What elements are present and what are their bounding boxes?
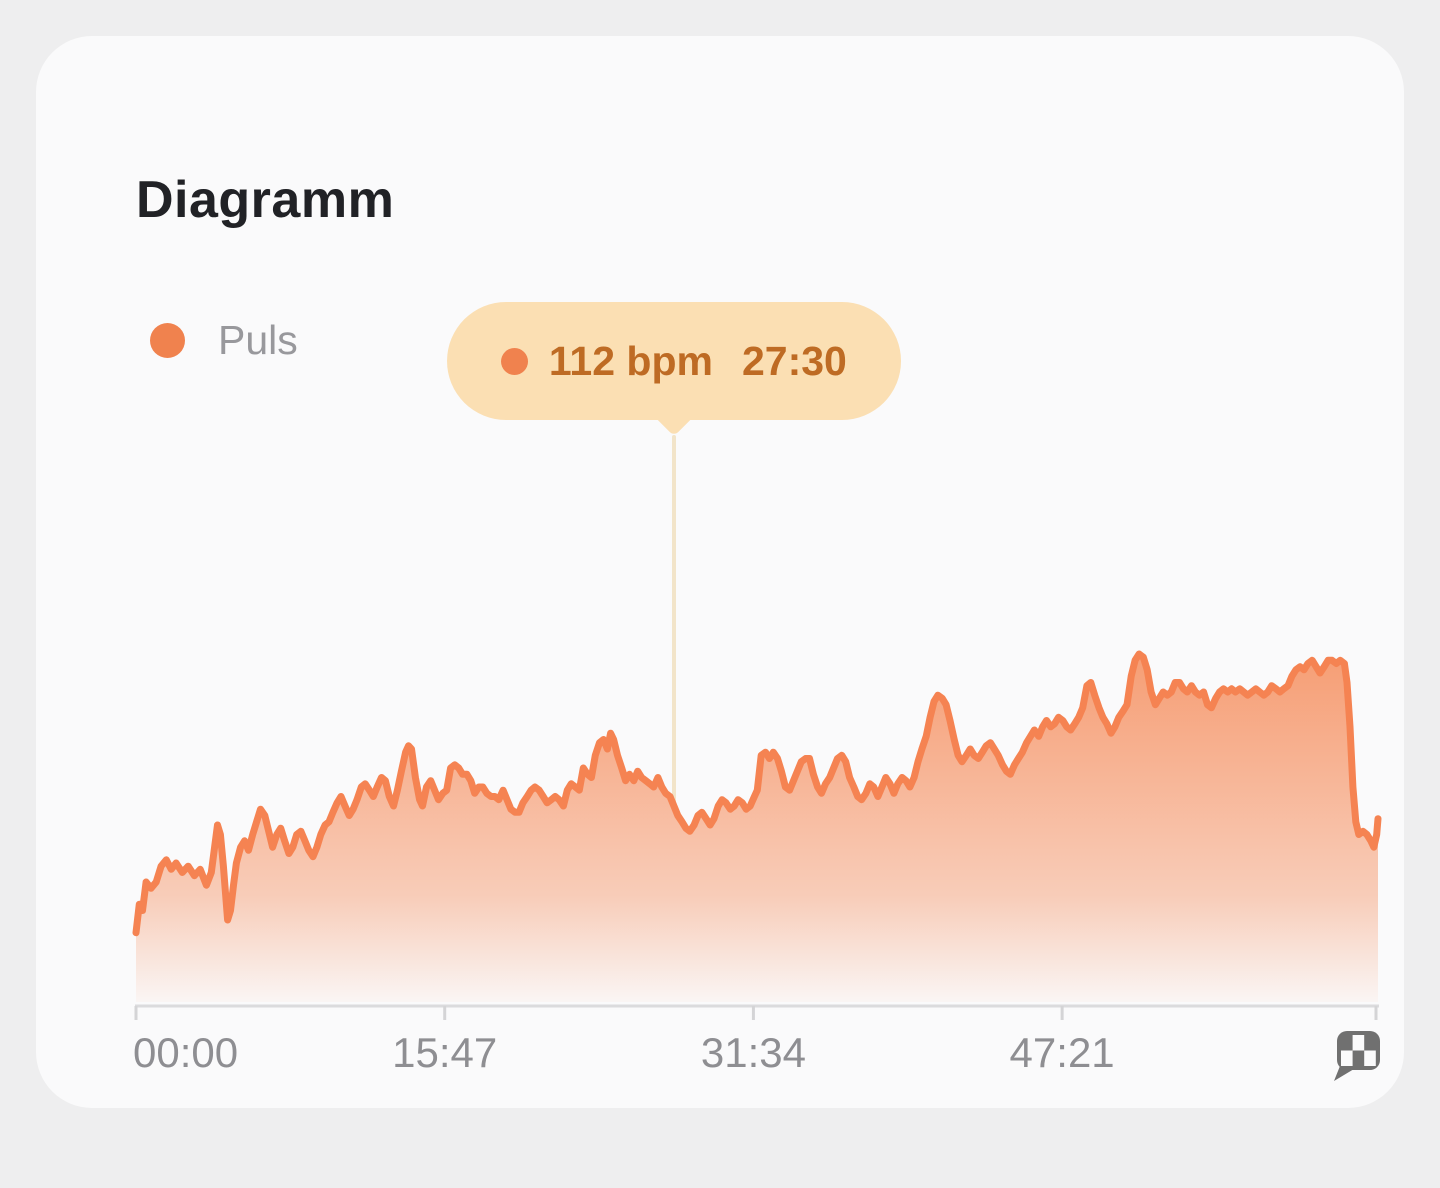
- x-tick-label: 47:21: [1009, 1029, 1115, 1076]
- legend-dot-icon: [150, 323, 185, 358]
- x-tick-label: 31:34: [700, 1029, 806, 1076]
- legend-label: Puls: [218, 317, 298, 363]
- data-point-tooltip[interactable]: 112 bpm 27:30: [446, 302, 901, 437]
- x-tick-label: 15:47: [392, 1029, 498, 1076]
- legend: Puls: [150, 317, 298, 364]
- heart-rate-chart-card: Diagramm Puls 112 bpm 27:30 00:00 15:47 …: [36, 36, 1404, 1108]
- tooltip-pointer-line: [671, 435, 676, 806]
- page-title: Diagramm: [136, 171, 395, 229]
- x-tick-label: 00:00: [133, 1029, 239, 1076]
- heart-rate-area-chart[interactable]: [36, 36, 1440, 1188]
- tooltip-time: 27:30: [741, 337, 847, 384]
- tooltip-value: 112 bpm: [548, 337, 713, 384]
- finish-flag-icon: [1334, 1031, 1380, 1081]
- tooltip-dot-icon: [500, 347, 528, 375]
